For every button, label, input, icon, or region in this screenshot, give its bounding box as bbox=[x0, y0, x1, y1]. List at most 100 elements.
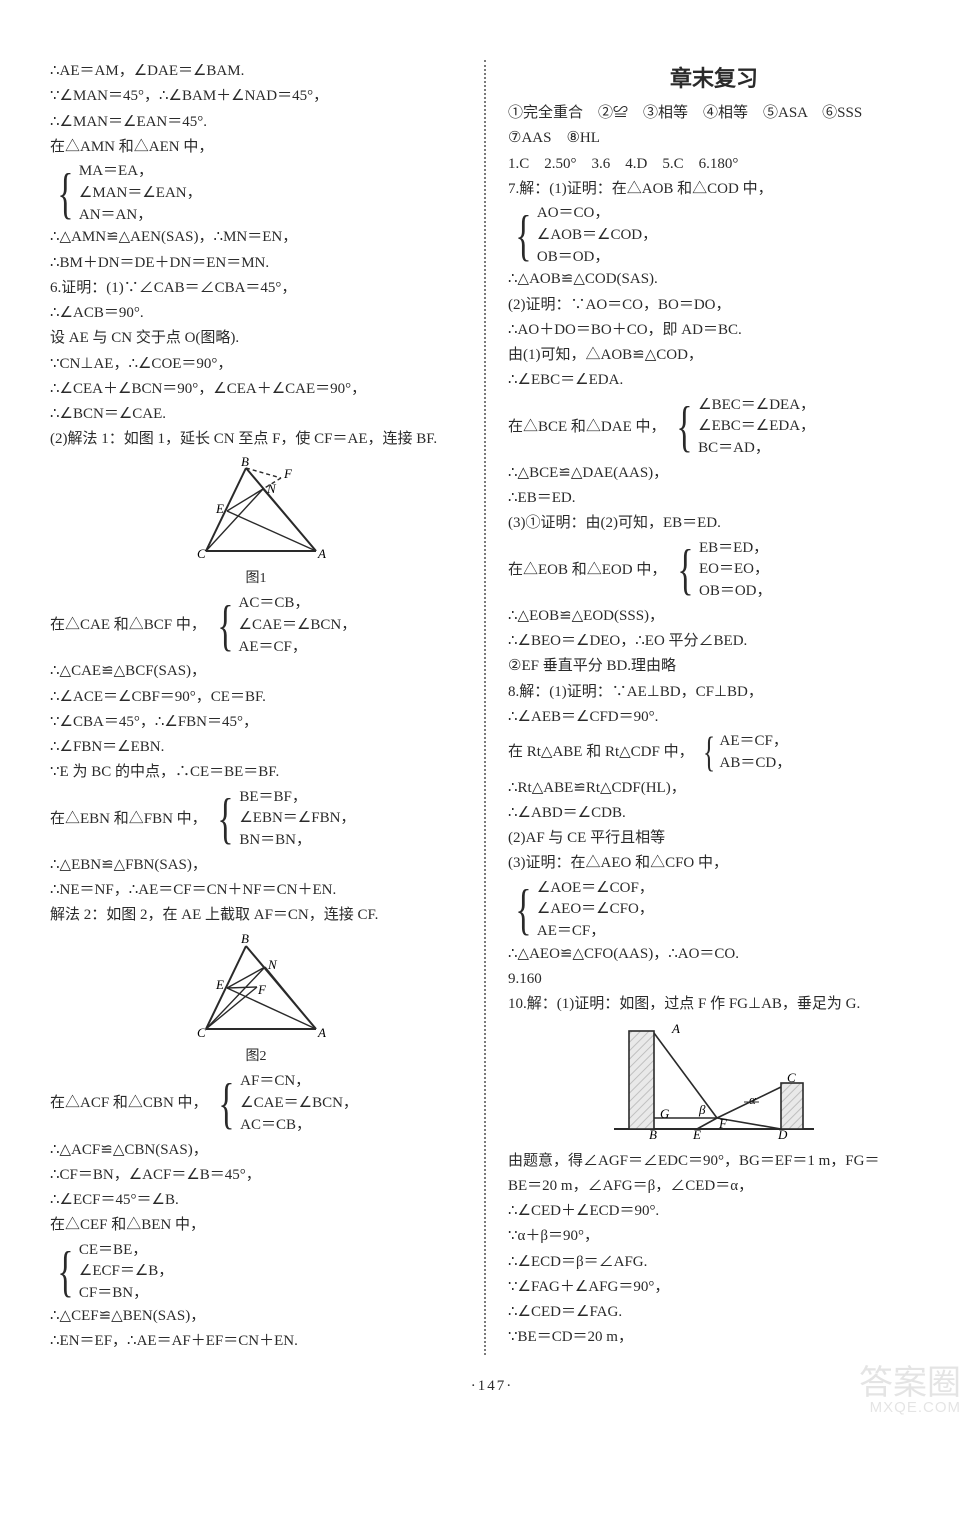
text-line: ∴EN＝EF，∴AE＝AF＋EF＝CN＋EN. bbox=[50, 1330, 462, 1353]
svg-text:D: D bbox=[777, 1127, 788, 1142]
text-line: ∴AE＝AM，∠DAE＝∠BAM. bbox=[50, 60, 462, 83]
brace-group: { AF＝CN， ∠CAE＝∠BCN， AC＝CB， bbox=[213, 1071, 358, 1136]
text-line: 在 Rt△ABE 和 Rt△CDF 中， { AE＝CF， AB＝CD， bbox=[508, 731, 920, 775]
text-line: ∴∠CED＝∠FAG. bbox=[508, 1301, 920, 1324]
left-column: ∴AE＝AM，∠DAE＝∠BAM. ∵∠MAN＝45°，∴∠BAM＋∠NAD＝4… bbox=[50, 60, 480, 1355]
brace-line: ∠CAE＝∠BCN， bbox=[240, 1093, 358, 1115]
brace-line: ∠AOE＝∠COF， bbox=[537, 878, 654, 900]
brace-line: AB＝CD， bbox=[720, 753, 792, 775]
svg-text:C: C bbox=[787, 1070, 796, 1085]
label-A: A bbox=[671, 1021, 680, 1036]
watermark: 答案圈 MXQE.COM bbox=[859, 1366, 961, 1415]
text-line: 在△AMN 和△AEN 中， bbox=[50, 136, 462, 159]
text-line: ∴EB＝ED. bbox=[508, 487, 920, 510]
text-line: ∵α＋β＝90°， bbox=[508, 1225, 920, 1248]
brace-line: CF＝BN， bbox=[79, 1283, 173, 1305]
brace-line: AC＝CB， bbox=[240, 1115, 358, 1137]
brace-line: ∠AEO＝∠CFO， bbox=[537, 899, 654, 921]
brace-line: OB＝OD， bbox=[699, 581, 772, 603]
svg-text:A: A bbox=[317, 546, 326, 561]
svg-text:N: N bbox=[266, 481, 277, 496]
brace-line: EB＝ED， bbox=[699, 538, 772, 560]
brace-line: CE＝BE， bbox=[79, 1240, 173, 1262]
brace-line: AO＝CO， bbox=[537, 203, 657, 225]
figure-2: B N F E C A 图2 bbox=[50, 932, 462, 1068]
brace-line: AF＝CN， bbox=[240, 1071, 358, 1093]
brace-group: { BE＝BF， ∠EBN＝∠FBN， BN＝BN， bbox=[212, 787, 355, 852]
brace-line: BE＝BF， bbox=[239, 787, 355, 809]
svg-text:C: C bbox=[197, 546, 206, 561]
text-line: ∵∠MAN＝45°，∴∠BAM＋∠NAD＝45°， bbox=[50, 85, 462, 108]
text-line: ∴△EBN≌△FBN(SAS)， bbox=[50, 854, 462, 877]
watermark-line1: 答案圈 bbox=[859, 1366, 961, 1400]
text-line: 8.解：(1)证明：∵AE⊥BD，CF⊥BD， bbox=[508, 681, 920, 704]
svg-text:β: β bbox=[698, 1102, 706, 1117]
text-line: (3)证明：在△AEO 和△CFO 中， bbox=[508, 852, 920, 875]
text-line: 在△CAE 和△BCF 中， { AC＝CB， ∠CAE＝∠BCN， AE＝CF… bbox=[50, 593, 462, 658]
text-line: BE＝20 m，∠AFG＝β，∠CED＝α， bbox=[508, 1175, 920, 1198]
text-line: ∴∠ABD＝∠CDB. bbox=[508, 802, 920, 825]
text-line: ∴BM＋DN＝DE＋DN＝EN＝MN. bbox=[50, 252, 462, 275]
svg-text:B: B bbox=[241, 932, 249, 946]
text-line: ∴△BCE≌△DAE(AAS)， bbox=[508, 462, 920, 485]
text-line: ∵∠FAG＋∠AFG＝90°， bbox=[508, 1276, 920, 1299]
text-line: ∴∠AEB＝∠CFD＝90°. bbox=[508, 706, 920, 729]
text-line: 10.解：(1)证明：如图，过点 F 作 FG⊥AB，垂足为 G. bbox=[508, 993, 920, 1016]
text-line: ∴△ACF≌△CBN(SAS)， bbox=[50, 1139, 462, 1162]
text-line: 在△BCE 和△DAE 中， { ∠BEC＝∠DEA， ∠EBC＝∠EDA， B… bbox=[508, 395, 920, 460]
figure-caption: 图2 bbox=[50, 1046, 462, 1068]
text-line: ∴△AMN≌△AEN(SAS)，∴MN＝EN， bbox=[50, 226, 462, 249]
figure-q10: A B E D C G F β α bbox=[508, 1021, 920, 1146]
svg-text:F: F bbox=[283, 466, 293, 481]
text-line: ⑦AAS ⑧HL bbox=[508, 127, 920, 150]
watermark-line2: MXQE.COM bbox=[859, 1400, 961, 1415]
brace-group: { AC＝CB， ∠CAE＝∠BCN， AE＝CF， bbox=[212, 593, 357, 658]
svg-text:F: F bbox=[257, 982, 267, 997]
text-line: ∴△EOB≌△EOD(SSS)， bbox=[508, 605, 920, 628]
two-column-layout: ∴AE＝AM，∠DAE＝∠BAM. ∵∠MAN＝45°，∴∠BAM＋∠NAD＝4… bbox=[50, 60, 934, 1355]
text-line: 在△EBN 和△FBN 中， { BE＝BF， ∠EBN＝∠FBN， BN＝BN… bbox=[50, 787, 462, 852]
brace-line: EO＝EO， bbox=[699, 559, 772, 581]
text-line: ∴△AEO≌△CFO(AAS)，∴AO＝CO. bbox=[508, 943, 920, 966]
svg-text:N: N bbox=[267, 957, 278, 972]
text-line: 由题意，得∠AGF＝∠EDC＝90°，BG＝EF＝1 m，FG＝ bbox=[508, 1150, 920, 1173]
text-line: 解法 2：如图 2，在 AE 上截取 AF＝CN，连接 CF. bbox=[50, 904, 462, 927]
brace-line: ∠EBN＝∠FBN， bbox=[239, 808, 355, 830]
brace-line: ∠AOB＝∠COD， bbox=[537, 225, 657, 247]
brace-group: { AO＝CO， ∠AOB＝∠COD， OB＝OD， bbox=[510, 203, 657, 268]
text-line: ∴∠BCN＝∠CAE. bbox=[50, 403, 462, 426]
text-line: (2)AF 与 CE 平行且相等 bbox=[508, 827, 920, 850]
brace-line: ∠EBC＝∠EDA， bbox=[698, 416, 815, 438]
brace-group: { AE＝CF， AB＝CD， bbox=[699, 731, 791, 775]
text-line: ∴Rt△ABE≌Rt△CDF(HL)， bbox=[508, 777, 920, 800]
brace-line: OB＝OD， bbox=[537, 247, 657, 269]
brace-group: { ∠BEC＝∠DEA， ∠EBC＝∠EDA， BC＝AD， bbox=[671, 395, 815, 460]
text-line: ∴∠FBN＝∠EBN. bbox=[50, 736, 462, 759]
text-line: 在△EOB 和△EOD 中， { EB＝ED， EO＝EO， OB＝OD， bbox=[508, 538, 920, 603]
text-line: 1.C 2.50° 3.6 4.D 5.C 6.180° bbox=[508, 153, 920, 176]
text-line: ∴∠CEA＋∠BCN＝90°，∠CEA＋∠CAE＝90°， bbox=[50, 378, 462, 401]
text-line: ∴NE＝NF，∴AE＝CF＝CN＋NF＝CN＋EN. bbox=[50, 879, 462, 902]
text-line: ∵E 为 BC 的中点，∴CE＝BE＝BF. bbox=[50, 761, 462, 784]
brace-line: BN＝BN， bbox=[239, 830, 355, 852]
text-line: 在△ACF 和△CBN 中， { AF＝CN， ∠CAE＝∠BCN， AC＝CB… bbox=[50, 1071, 462, 1136]
text-line: ②EF 垂直平分 BD.理由略 bbox=[508, 655, 920, 678]
text-line: 6.证明：(1)∵∠CAB＝∠CBA＝45°， bbox=[50, 277, 462, 300]
text-line: 由(1)可知，△AOB≌△COD， bbox=[508, 344, 920, 367]
text-line: (3)①证明：由(2)可知，EB＝ED. bbox=[508, 512, 920, 535]
text-line: 9.160 bbox=[508, 968, 920, 991]
brace-line: AE＝CF， bbox=[720, 731, 792, 753]
section-title: 章末复习 bbox=[508, 62, 920, 96]
right-column: 章末复习 ①完全重合 ②≌ ③相等 ④相等 ⑤ASA ⑥SSS ⑦AAS ⑧HL… bbox=[490, 60, 920, 1355]
text-line: ∴∠BEO＝∠DEO，∴EO 平分∠BED. bbox=[508, 630, 920, 653]
brace-group: { ∠AOE＝∠COF， ∠AEO＝∠CFO， AE＝CF， bbox=[510, 878, 654, 943]
brace-group: { EB＝ED， EO＝EO， OB＝OD， bbox=[672, 538, 771, 603]
text-line: ∴△CEF≌△BEN(SAS)， bbox=[50, 1305, 462, 1328]
brace-line: AC＝CB， bbox=[239, 593, 357, 615]
brace-line: ∠MAN＝∠EAN， bbox=[79, 183, 202, 205]
figure-caption: 图1 bbox=[50, 568, 462, 590]
brace-line: AE＝CF， bbox=[239, 637, 357, 659]
brace-line: AE＝CF， bbox=[537, 921, 654, 943]
text-line: 在△CEF 和△BEN 中， bbox=[50, 1214, 462, 1237]
text-line: ∴∠EBC＝∠EDA. bbox=[508, 369, 920, 392]
